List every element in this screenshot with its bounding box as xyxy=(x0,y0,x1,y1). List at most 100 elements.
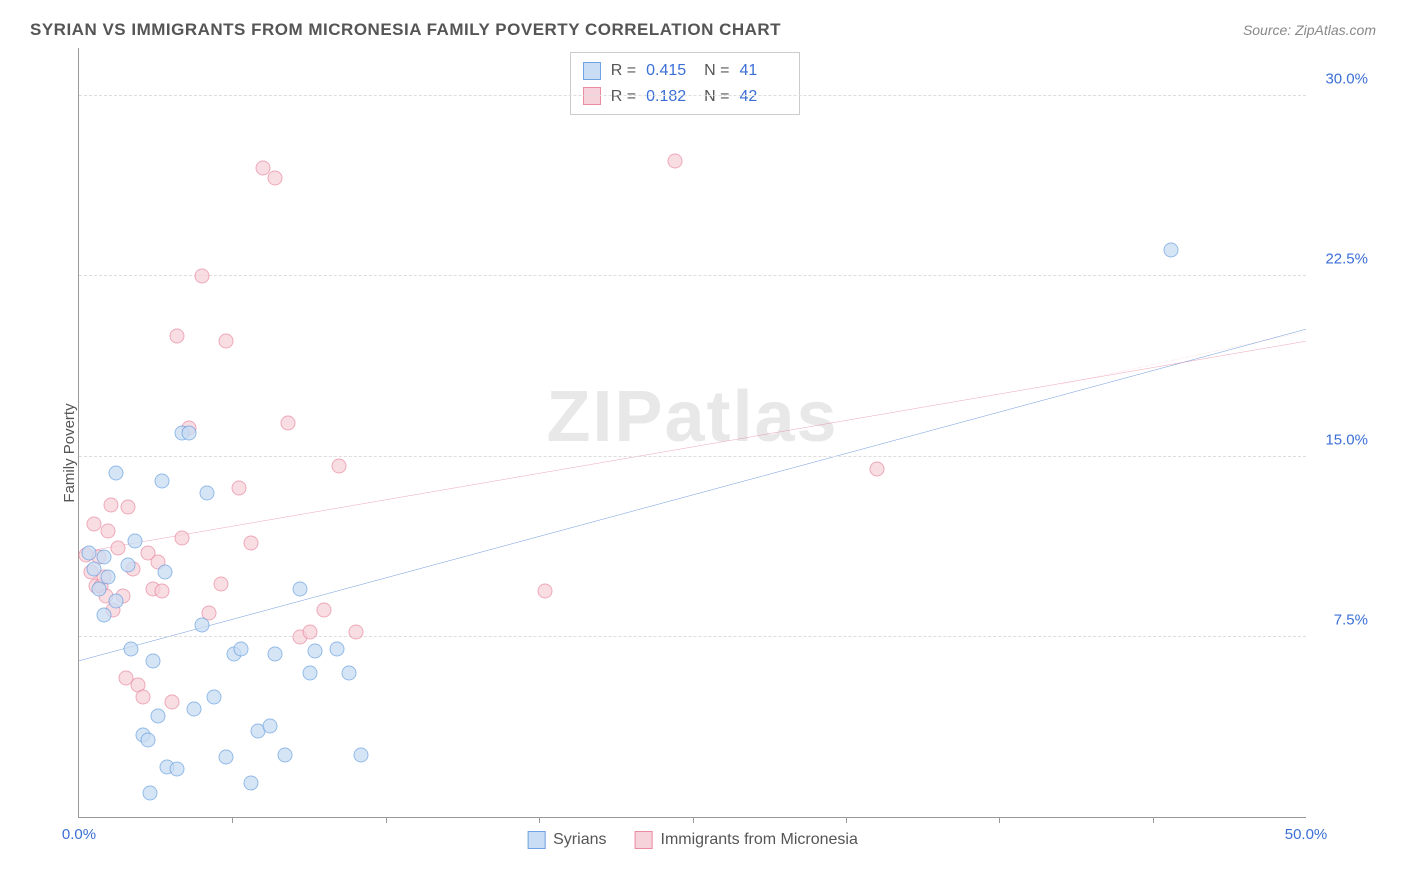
data-point xyxy=(101,524,116,539)
x-tick-mark xyxy=(693,817,694,823)
r-label: R = xyxy=(611,84,636,110)
data-point xyxy=(96,608,111,623)
chart-title: SYRIAN VS IMMIGRANTS FROM MICRONESIA FAM… xyxy=(30,20,781,40)
data-point xyxy=(231,480,246,495)
data-point xyxy=(170,329,185,344)
data-point xyxy=(140,733,155,748)
y-axis-label: Family Poverty xyxy=(61,403,78,502)
gridline xyxy=(79,456,1306,457)
y-tick-label: 15.0% xyxy=(1325,431,1368,448)
data-point xyxy=(1164,242,1179,257)
data-point xyxy=(96,550,111,565)
data-point xyxy=(354,747,369,762)
data-point xyxy=(143,785,158,800)
data-point xyxy=(123,641,138,656)
data-point xyxy=(170,761,185,776)
n-label: N = xyxy=(704,58,729,84)
gridline xyxy=(79,636,1306,637)
x-tick-mark xyxy=(846,817,847,823)
source-label: Source: ZipAtlas.com xyxy=(1243,22,1376,38)
data-point xyxy=(233,641,248,656)
watermark: ZIPatlas xyxy=(546,376,838,458)
data-point xyxy=(219,334,234,349)
chart: Family Poverty ZIPatlas R = 0.415 N = 41… xyxy=(30,48,1376,858)
data-point xyxy=(268,646,283,661)
data-point xyxy=(263,718,278,733)
data-point xyxy=(108,466,123,481)
data-point xyxy=(103,497,118,512)
legend-item-b: Immigrants from Micronesia xyxy=(634,831,857,849)
data-point xyxy=(101,569,116,584)
data-point xyxy=(121,500,136,515)
stats-legend: R = 0.415 N = 41 R = 0.182 N = 42 xyxy=(570,52,801,115)
swatch-syrians xyxy=(527,831,545,849)
x-tick-mark xyxy=(539,817,540,823)
data-point xyxy=(280,415,295,430)
data-point xyxy=(332,459,347,474)
data-point xyxy=(302,665,317,680)
data-point xyxy=(199,485,214,500)
data-point xyxy=(175,531,190,546)
gridline xyxy=(79,275,1306,276)
swatch-syrians xyxy=(583,62,601,80)
n-label: N = xyxy=(704,84,729,110)
data-point xyxy=(157,564,172,579)
data-point xyxy=(86,562,101,577)
stats-row-a: R = 0.415 N = 41 xyxy=(583,58,788,84)
data-point xyxy=(869,461,884,476)
bottom-legend: Syrians Immigrants from Micronesia xyxy=(527,831,858,849)
x-tick-mark xyxy=(999,817,1000,823)
data-point xyxy=(81,545,96,560)
data-point xyxy=(91,581,106,596)
data-point xyxy=(668,153,683,168)
x-tick-mark xyxy=(386,817,387,823)
n-value-b: 42 xyxy=(739,84,787,110)
data-point xyxy=(268,170,283,185)
y-tick-label: 30.0% xyxy=(1325,71,1368,88)
data-point xyxy=(182,425,197,440)
data-point xyxy=(135,689,150,704)
legend-item-a: Syrians xyxy=(527,831,606,849)
data-point xyxy=(302,624,317,639)
data-point xyxy=(307,644,322,659)
data-point xyxy=(317,603,332,618)
n-value-a: 41 xyxy=(739,58,787,84)
stats-row-b: R = 0.182 N = 42 xyxy=(583,84,788,110)
r-label: R = xyxy=(611,58,636,84)
x-tick-mark xyxy=(232,817,233,823)
data-point xyxy=(194,617,209,632)
data-point xyxy=(278,747,293,762)
data-point xyxy=(194,269,209,284)
data-point xyxy=(86,516,101,531)
data-point xyxy=(243,536,258,551)
data-point xyxy=(329,641,344,656)
data-point xyxy=(145,653,160,668)
data-point xyxy=(292,581,307,596)
data-point xyxy=(150,709,165,724)
legend-label-a: Syrians xyxy=(553,831,606,849)
data-point xyxy=(108,593,123,608)
r-value-b: 0.182 xyxy=(646,84,694,110)
gridline xyxy=(79,95,1306,96)
x-tick-label: 0.0% xyxy=(62,826,96,843)
x-tick-label: 50.0% xyxy=(1285,826,1328,843)
data-point xyxy=(214,576,229,591)
swatch-micronesia xyxy=(634,831,652,849)
trend-line xyxy=(79,341,1306,552)
swatch-micronesia xyxy=(583,87,601,105)
data-point xyxy=(538,584,553,599)
trend-line xyxy=(79,329,1306,661)
r-value-a: 0.415 xyxy=(646,58,694,84)
data-point xyxy=(128,533,143,548)
x-tick-mark xyxy=(1153,817,1154,823)
y-tick-label: 22.5% xyxy=(1325,251,1368,268)
data-point xyxy=(341,665,356,680)
data-point xyxy=(155,584,170,599)
y-tick-label: 7.5% xyxy=(1334,611,1368,628)
data-point xyxy=(187,701,202,716)
data-point xyxy=(121,557,136,572)
data-point xyxy=(206,689,221,704)
data-point xyxy=(111,540,126,555)
data-point xyxy=(243,776,258,791)
legend-label-b: Immigrants from Micronesia xyxy=(660,831,857,849)
